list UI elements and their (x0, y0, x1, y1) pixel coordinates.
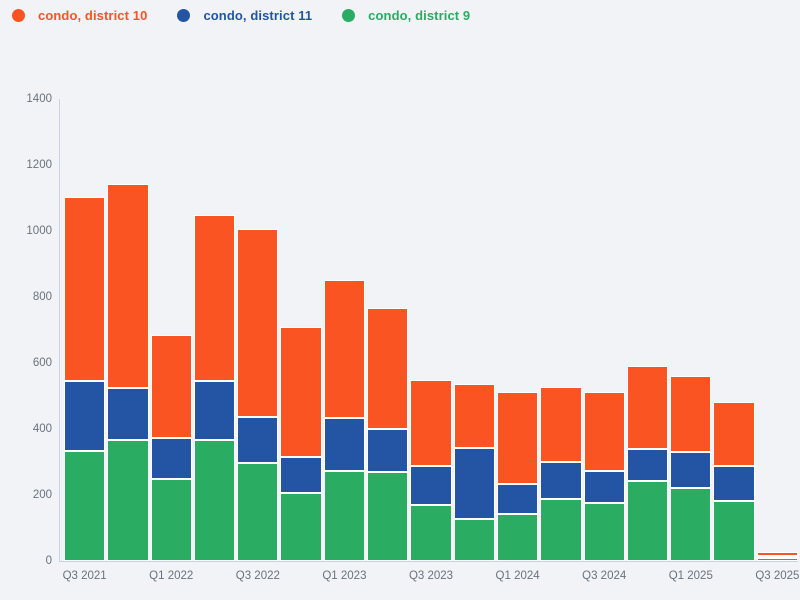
bar-series-container: Q3 2021 Q1 2022 Q3 2022 Q1 2023 Q3 2023 Q1 20… (60, 99, 799, 582)
x-axis-label: Q1 2024 (495, 570, 540, 582)
x-axis-label: Q3 2025 (755, 570, 800, 582)
bar-segment[interactable] (107, 183, 149, 389)
bar-segment[interactable] (64, 196, 106, 381)
y-axis-label: 1200 (26, 159, 52, 171)
bar-segment[interactable] (323, 470, 366, 561)
x-axis-label: Q3 2022 (235, 570, 280, 582)
bar-segment[interactable] (323, 280, 366, 419)
bar-segment[interactable] (583, 502, 625, 561)
bar-group[interactable] (280, 99, 322, 561)
x-axis-label: Q3 2024 (582, 570, 627, 582)
bar-segment[interactable] (410, 504, 452, 561)
bar-segment[interactable] (756, 558, 799, 561)
bar-segment[interactable] (540, 386, 582, 463)
bar-group[interactable]: Q3 2021 (63, 99, 107, 582)
legend-label: condo, district 10 (38, 8, 148, 23)
bar-group[interactable] (453, 99, 495, 561)
y-axis-label: 1000 (26, 225, 52, 237)
bar-segment[interactable] (107, 439, 149, 561)
bar-group[interactable]: Q3 2022 (236, 99, 280, 582)
bar-group[interactable] (626, 99, 669, 561)
bar-segment[interactable] (150, 334, 192, 438)
y-axis-label: 800 (32, 291, 52, 303)
bar-segment[interactable] (496, 514, 539, 561)
bar-group[interactable]: Q1 2022 (149, 99, 193, 582)
bar-segment[interactable] (410, 380, 452, 466)
bar-segment[interactable] (583, 470, 625, 503)
x-axis-label: Q3 2023 (408, 570, 454, 582)
y-axis-label: 600 (32, 357, 52, 369)
x-axis-label: Q1 2023 (322, 570, 367, 582)
bar-segment[interactable] (756, 556, 799, 559)
bar-group[interactable]: Q3 2025 (755, 99, 799, 582)
bar-segment[interactable] (64, 380, 106, 452)
bar-segment[interactable] (756, 552, 799, 557)
y-axis-label: 0 (45, 555, 52, 567)
legend-dot-icon (12, 9, 25, 22)
bar-segment[interactable] (367, 307, 409, 430)
y-axis-label: 1400 (26, 93, 52, 105)
legend-item-condo-district-11[interactable]: condo, district 11 (177, 8, 312, 23)
bar-segment[interactable] (367, 472, 409, 561)
bar-group[interactable] (540, 99, 582, 561)
bar-group[interactable] (107, 99, 149, 561)
bar-segment[interactable] (367, 429, 409, 473)
x-axis-label: Q1 2025 (668, 570, 713, 582)
bar-segment[interactable] (280, 327, 322, 457)
bar-segment[interactable] (237, 417, 279, 464)
bar-segment[interactable] (323, 418, 366, 471)
bar-segment[interactable] (670, 375, 712, 452)
bar-segment[interactable] (453, 384, 495, 448)
legend-label: condo, district 11 (203, 8, 313, 23)
bar-segment[interactable] (713, 401, 755, 466)
bar-group[interactable]: Q3 2024 (582, 99, 626, 582)
bar-segment[interactable] (540, 498, 582, 561)
bar-segment[interactable] (453, 519, 495, 561)
y-axis-label: 200 (32, 489, 52, 501)
bar-segment[interactable] (237, 463, 279, 561)
bar-segment[interactable] (150, 437, 192, 479)
y-axis-label: 400 (32, 423, 52, 435)
bar-group[interactable]: Q1 2024 (496, 99, 540, 582)
bar-segment[interactable] (713, 465, 755, 501)
plot-area: Q3 2021 Q1 2022 Q3 2022 Q1 2023 Q3 2023 Q1 20… (59, 99, 799, 582)
bar-group[interactable]: Q1 2025 (669, 99, 713, 582)
bar-segment[interactable] (626, 449, 669, 481)
bar-segment[interactable] (670, 487, 712, 561)
bar-group[interactable]: Q3 2023 (409, 99, 453, 582)
bar-segment[interactable] (193, 381, 236, 440)
legend-label: condo, district 9 (368, 8, 471, 23)
bar-segment[interactable] (64, 451, 106, 561)
bar-segment[interactable] (626, 365, 669, 450)
bar-segment[interactable] (496, 391, 539, 485)
bar-segment[interactable] (713, 500, 755, 561)
bar-segment[interactable] (107, 388, 149, 440)
legend: condo, district 10 condo, district 11 co… (12, 8, 470, 23)
bar-group[interactable] (367, 99, 409, 561)
bar-group[interactable] (193, 99, 236, 561)
bar-segment[interactable] (280, 492, 322, 561)
bar-group[interactable]: Q1 2023 (322, 99, 366, 582)
legend-dot-icon (177, 9, 191, 22)
bar-group[interactable] (713, 99, 755, 561)
bar-segment[interactable] (626, 480, 669, 561)
legend-dot-icon (342, 9, 356, 22)
bar-segment[interactable] (670, 451, 712, 488)
x-axis-label: Q1 2022 (149, 570, 194, 582)
bar-segment[interactable] (583, 391, 625, 471)
bar-segment[interactable] (453, 447, 495, 520)
bar-segment[interactable] (150, 478, 192, 561)
bar-segment[interactable] (193, 214, 236, 382)
bar-segment[interactable] (496, 484, 539, 515)
x-axis-label: Q3 2021 (62, 570, 107, 582)
bar-segment[interactable] (540, 462, 582, 499)
bar-segment[interactable] (193, 439, 236, 561)
bar-segment[interactable] (280, 456, 322, 493)
bar-segment[interactable] (237, 229, 279, 418)
legend-item-condo-district-10[interactable]: condo, district 10 (12, 8, 147, 23)
legend-item-condo-district-9[interactable]: condo, district 9 (342, 8, 470, 23)
bar-segment[interactable] (410, 465, 452, 505)
